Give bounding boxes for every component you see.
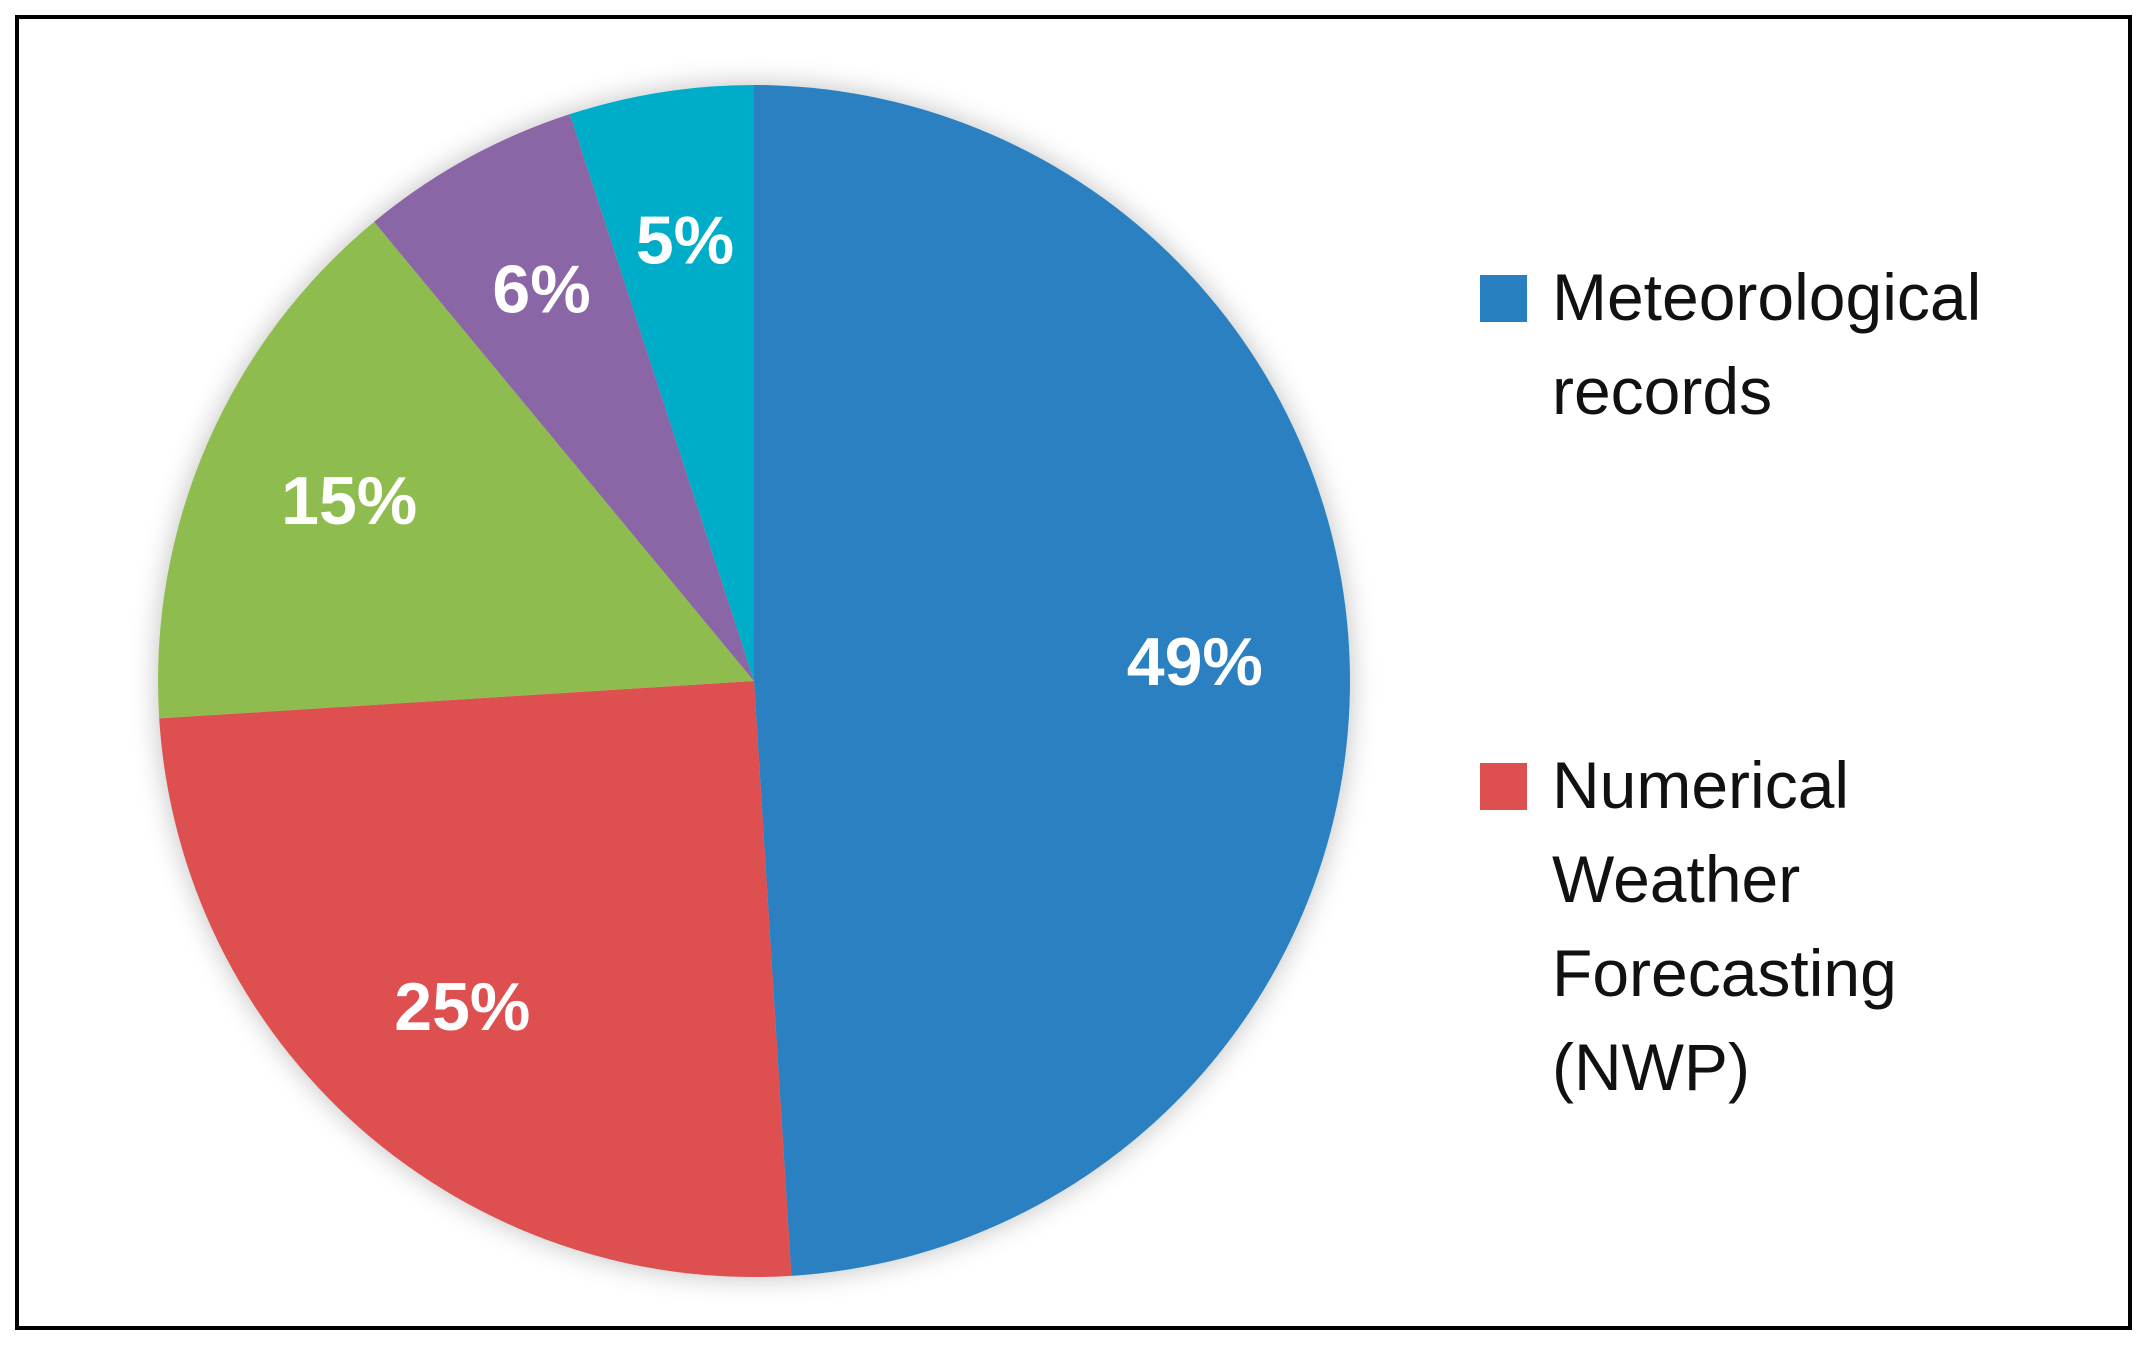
data-label: 5% — [636, 202, 734, 278]
data-label: 25% — [394, 969, 530, 1045]
pie-slice — [158, 221, 754, 719]
pie-slice — [754, 85, 1351, 1276]
data-label: 6% — [492, 251, 590, 327]
legend-label: Meteorological records — [1552, 260, 1982, 428]
pie — [158, 85, 1351, 1277]
pie-slice — [159, 681, 792, 1277]
legend-label: Numerical Weather Forecasting (NWP) — [1552, 748, 1897, 1104]
pie-slice — [374, 114, 754, 682]
pie-slice — [569, 85, 754, 681]
legend-marker — [1480, 275, 1527, 322]
legend-marker — [1480, 763, 1527, 810]
frame — [15, 15, 2132, 1330]
data-label: 15% — [281, 463, 417, 539]
data-label: 49% — [1127, 624, 1263, 700]
